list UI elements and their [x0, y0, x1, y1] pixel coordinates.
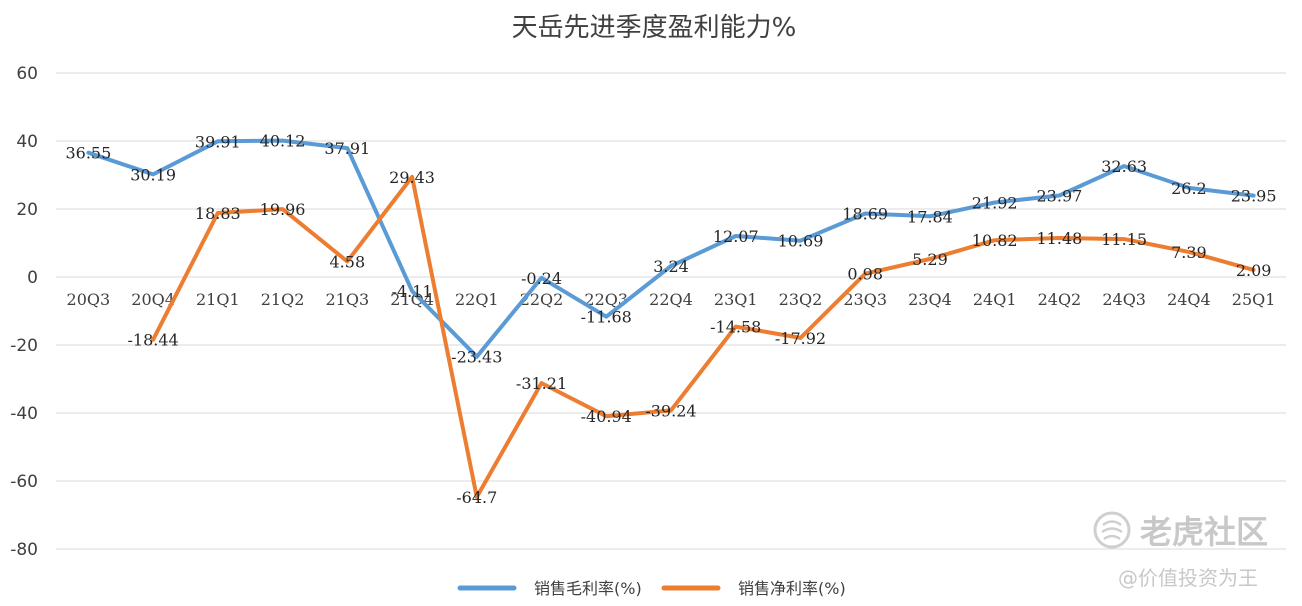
data-labels: 36.55 30.19 39.91 40.12 37.91 -4.11 -23.43 -0.2…	[65, 132, 1276, 507]
watermark: 老虎社区 @价值投资为王	[1093, 511, 1268, 590]
data-label: -18.44	[127, 331, 178, 350]
series-lines	[86, 138, 1256, 499]
x-tick-label: 23Q1	[714, 290, 758, 309]
y-tick-label: -80	[10, 540, 38, 560]
data-label: -39.24	[645, 401, 696, 420]
data-label: 29.43	[389, 168, 435, 187]
x-tick-label: 23Q2	[779, 290, 823, 309]
x-tick-label: 22Q3	[584, 290, 628, 309]
x-tick-label: 24Q4	[1167, 290, 1211, 309]
data-label: 5.29	[912, 250, 948, 269]
x-tick-label: 24Q3	[1102, 290, 1146, 309]
x-tick-label: 24Q2	[1038, 290, 1082, 309]
data-label: 4.58	[330, 252, 366, 271]
data-label: 7.39	[1171, 243, 1207, 262]
watermark-brand: 老虎社区	[1140, 513, 1268, 551]
x-tick-label: 20Q3	[67, 290, 111, 309]
data-label: 23.95	[1231, 187, 1277, 206]
data-label: -40.94	[581, 407, 632, 426]
data-label: 10.69	[778, 232, 824, 251]
legend-label-gross-margin: 销售毛利率(%)	[534, 579, 642, 598]
x-tick-label: 22Q4	[649, 290, 693, 309]
data-label: 3.24	[653, 257, 689, 276]
data-label: 32.63	[1101, 157, 1147, 176]
data-label: -64.7	[456, 488, 497, 507]
x-tick-label: 23Q3	[843, 290, 887, 309]
series-line-1	[151, 174, 1256, 499]
data-label: -14.58	[710, 318, 761, 337]
y-axis-ticks: 60 40 20 0 -20 -40 -60 -80	[10, 64, 38, 560]
data-label: 39.91	[195, 132, 241, 151]
tiger-logo-icon	[1093, 511, 1131, 549]
data-label: 11.15	[1101, 230, 1147, 249]
data-label: 0.98	[847, 265, 883, 284]
data-label: -11.68	[581, 308, 632, 327]
data-label: -17.92	[775, 329, 826, 348]
data-label: 36.55	[65, 144, 111, 163]
data-label: 23.97	[1037, 187, 1083, 206]
legend: 销售毛利率(%) 销售净利率(%)	[457, 579, 846, 598]
data-label: 18.83	[195, 204, 241, 223]
data-label: 26.2	[1171, 179, 1207, 198]
y-tick-label: -40	[10, 404, 38, 424]
y-tick-label: 0	[27, 268, 38, 288]
data-label: 17.84	[907, 207, 953, 226]
data-label: -23.43	[451, 348, 502, 367]
y-tick-label: 20	[16, 200, 38, 220]
data-label: -4.11	[392, 282, 433, 301]
data-label: -31.21	[516, 374, 567, 393]
data-label: 12.07	[713, 227, 759, 246]
data-label: 19.96	[260, 200, 306, 219]
y-tick-label: -20	[10, 336, 38, 356]
data-label: 18.69	[842, 204, 888, 223]
y-tick-label: 60	[16, 64, 38, 84]
y-tick-label: -60	[10, 472, 38, 492]
chart-title: 天岳先进季度盈利能力%	[512, 13, 797, 43]
x-tick-label: 22Q1	[455, 290, 499, 309]
data-label: 21.92	[972, 193, 1018, 212]
x-tick-label: 21Q3	[325, 290, 369, 309]
x-axis-ticks: 20Q3 20Q4 21Q1 21Q2 21Q3 21Q4 22Q1 22Q2 22Q3 22Q4…	[67, 290, 1276, 309]
x-tick-label: 23Q4	[908, 290, 952, 309]
x-tick-label: 21Q1	[196, 290, 240, 309]
x-tick-label: 25Q1	[1232, 290, 1276, 309]
x-tick-label: 22Q2	[520, 290, 564, 309]
data-label: 10.82	[972, 231, 1018, 250]
watermark-author: @价值投资为王	[1118, 566, 1258, 590]
x-tick-label: 21Q2	[261, 290, 305, 309]
y-tick-label: 40	[16, 132, 38, 152]
data-label: 30.19	[130, 165, 176, 184]
data-label: 11.48	[1037, 229, 1083, 248]
data-label: 40.12	[260, 132, 306, 151]
series-line-0	[86, 138, 1256, 359]
x-tick-label: 20Q4	[131, 290, 175, 309]
data-label: 37.91	[324, 139, 370, 158]
x-tick-label: 24Q1	[973, 290, 1017, 309]
data-label: -0.24	[521, 269, 562, 288]
data-label: 2.09	[1236, 261, 1272, 280]
legend-label-net-margin: 销售净利率(%)	[738, 579, 846, 598]
